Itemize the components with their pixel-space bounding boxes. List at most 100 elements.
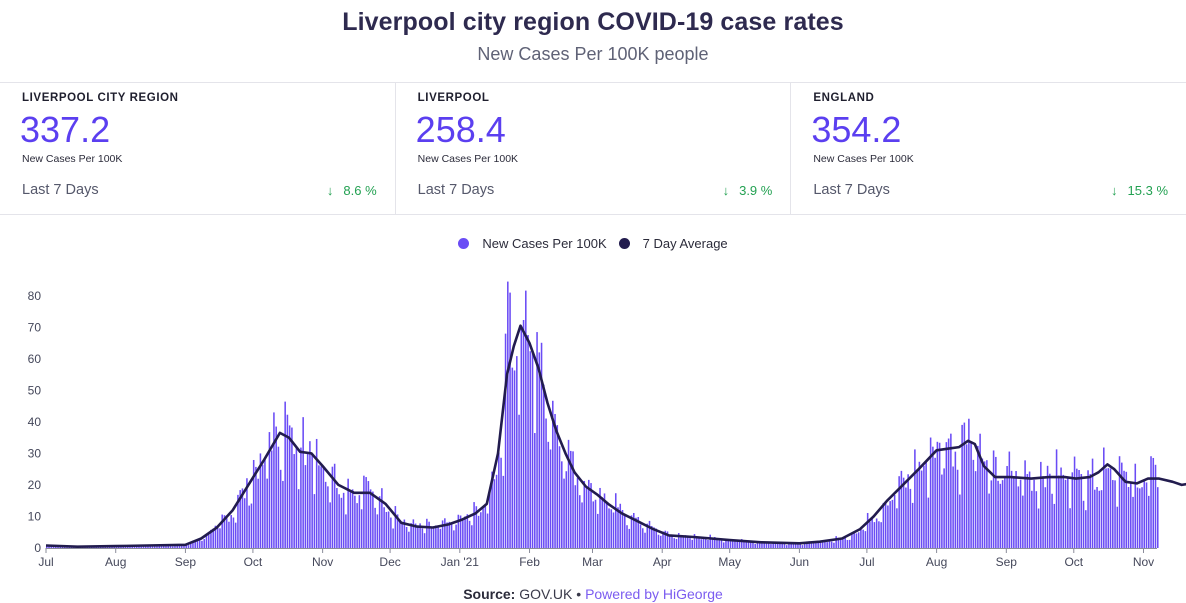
bar[interactable]	[509, 292, 511, 548]
bar[interactable]	[167, 545, 169, 548]
bar[interactable]	[1058, 475, 1060, 548]
bar[interactable]	[740, 539, 743, 548]
bar[interactable]	[516, 356, 518, 548]
bar[interactable]	[527, 335, 529, 548]
bar[interactable]	[720, 539, 723, 548]
bar[interactable]	[432, 527, 435, 548]
bar[interactable]	[241, 488, 244, 548]
bar[interactable]	[599, 487, 601, 548]
bar[interactable]	[477, 515, 480, 548]
bar[interactable]	[698, 538, 700, 549]
bar[interactable]	[455, 524, 457, 548]
bar[interactable]	[837, 537, 840, 548]
bar[interactable]	[570, 450, 572, 548]
bar[interactable]	[986, 460, 988, 548]
bar[interactable]	[711, 537, 714, 548]
bar[interactable]	[619, 503, 622, 548]
bar[interactable]	[1127, 487, 1130, 548]
bar[interactable]	[920, 470, 923, 548]
bar[interactable]	[756, 541, 759, 548]
bar[interactable]	[612, 512, 615, 548]
bar[interactable]	[990, 480, 993, 548]
bar[interactable]	[383, 507, 385, 548]
bar[interactable]	[354, 495, 356, 548]
bar[interactable]	[351, 489, 354, 548]
bar[interactable]	[794, 542, 797, 548]
bar[interactable]	[947, 438, 950, 548]
bar[interactable]	[374, 507, 376, 548]
bar[interactable]	[459, 515, 462, 549]
bar[interactable]	[178, 544, 181, 548]
bar[interactable]	[331, 466, 334, 548]
bar[interactable]	[140, 546, 143, 548]
bar[interactable]	[486, 513, 489, 548]
bar[interactable]	[495, 474, 498, 548]
bar[interactable]	[1053, 503, 1056, 548]
bar[interactable]	[282, 480, 284, 548]
bar[interactable]	[221, 514, 223, 548]
bar[interactable]	[198, 540, 201, 548]
bar[interactable]	[646, 523, 649, 548]
bar[interactable]	[900, 470, 903, 548]
bar[interactable]	[745, 542, 747, 548]
legend-item-bars[interactable]: New Cases Per 100K	[458, 236, 607, 251]
bar[interactable]	[252, 459, 255, 548]
bar[interactable]	[500, 457, 502, 548]
bar[interactable]	[833, 542, 835, 548]
bar[interactable]	[1022, 495, 1024, 548]
bar[interactable]	[617, 507, 619, 548]
bar[interactable]	[817, 542, 819, 548]
bar[interactable]	[650, 526, 653, 548]
bar[interactable]	[839, 539, 842, 548]
bar[interactable]	[46, 546, 48, 548]
bar[interactable]	[754, 544, 756, 548]
bar[interactable]	[444, 518, 446, 548]
powered-by-link[interactable]: Powered by HiGeorge	[585, 586, 723, 602]
bar[interactable]	[675, 538, 678, 548]
bar[interactable]	[1121, 462, 1123, 548]
bar[interactable]	[1015, 471, 1017, 548]
bar[interactable]	[273, 412, 275, 548]
bar[interactable]	[709, 534, 711, 548]
bar[interactable]	[981, 458, 984, 549]
bar[interactable]	[471, 525, 473, 548]
bar[interactable]	[378, 496, 381, 548]
bar[interactable]	[385, 511, 388, 548]
bar[interactable]	[363, 475, 365, 548]
bar[interactable]	[873, 522, 876, 548]
bar[interactable]	[540, 342, 543, 548]
bar[interactable]	[502, 475, 505, 548]
bar[interactable]	[324, 481, 327, 548]
bar[interactable]	[315, 438, 318, 548]
bar[interactable]	[239, 490, 241, 548]
bar[interactable]	[322, 468, 325, 548]
bar[interactable]	[417, 527, 419, 548]
bar[interactable]	[464, 516, 466, 548]
bar[interactable]	[1154, 464, 1157, 548]
bar[interactable]	[318, 465, 320, 548]
bar[interactable]	[545, 418, 547, 548]
bar[interactable]	[1046, 465, 1049, 548]
bar[interactable]	[1103, 447, 1105, 548]
bar[interactable]	[473, 502, 475, 548]
bar[interactable]	[192, 540, 194, 548]
bar[interactable]	[1035, 491, 1038, 548]
bar[interactable]	[165, 545, 167, 548]
bar[interactable]	[995, 456, 997, 548]
bar[interactable]	[309, 441, 311, 548]
bar[interactable]	[338, 494, 340, 548]
bar[interactable]	[853, 531, 855, 548]
bar[interactable]	[1136, 487, 1139, 548]
bar[interactable]	[808, 541, 810, 548]
bar[interactable]	[297, 489, 300, 548]
bar[interactable]	[1033, 479, 1035, 548]
bar[interactable]	[529, 351, 532, 548]
bar[interactable]	[977, 445, 979, 548]
bar[interactable]	[1013, 476, 1015, 548]
bar[interactable]	[857, 532, 860, 548]
bar[interactable]	[806, 541, 808, 548]
bar[interactable]	[457, 514, 460, 548]
bar[interactable]	[558, 446, 561, 548]
bar[interactable]	[1112, 480, 1114, 548]
bar[interactable]	[414, 523, 417, 548]
